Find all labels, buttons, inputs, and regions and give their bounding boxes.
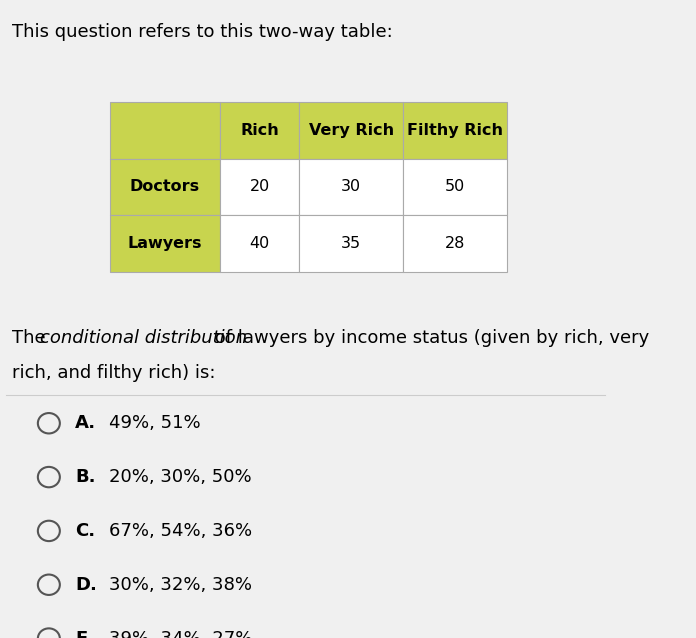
FancyBboxPatch shape (403, 102, 507, 159)
Text: 40: 40 (249, 236, 269, 251)
FancyBboxPatch shape (220, 215, 299, 272)
Text: 20: 20 (249, 179, 269, 195)
FancyBboxPatch shape (403, 215, 507, 272)
Text: 20%, 30%, 50%: 20%, 30%, 50% (109, 468, 251, 486)
Text: 30: 30 (341, 179, 361, 195)
Text: 30%, 32%, 38%: 30%, 32%, 38% (109, 575, 252, 594)
FancyBboxPatch shape (299, 102, 403, 159)
Text: 49%, 51%: 49%, 51% (109, 414, 200, 433)
Text: 35: 35 (341, 236, 361, 251)
Text: C.: C. (75, 522, 95, 540)
Text: 39%, 34%, 27%: 39%, 34%, 27% (109, 630, 252, 638)
FancyBboxPatch shape (220, 159, 299, 215)
FancyBboxPatch shape (110, 159, 220, 215)
Text: 50: 50 (445, 179, 465, 195)
Text: rich, and filthy rich) is:: rich, and filthy rich) is: (13, 364, 216, 382)
Text: Doctors: Doctors (130, 179, 200, 195)
FancyBboxPatch shape (299, 159, 403, 215)
Text: Very Rich: Very Rich (308, 123, 394, 138)
Text: A.: A. (75, 414, 96, 433)
FancyBboxPatch shape (403, 159, 507, 215)
Text: This question refers to this two-way table:: This question refers to this two-way tab… (13, 23, 393, 41)
Text: 67%, 54%, 36%: 67%, 54%, 36% (109, 522, 252, 540)
Text: E.: E. (75, 630, 94, 638)
FancyBboxPatch shape (110, 102, 220, 159)
Text: 28: 28 (445, 236, 465, 251)
Text: D.: D. (75, 575, 97, 594)
FancyBboxPatch shape (220, 102, 299, 159)
Text: B.: B. (75, 468, 95, 486)
FancyBboxPatch shape (299, 215, 403, 272)
Text: Filthy Rich: Filthy Rich (407, 123, 503, 138)
Text: conditional distribution: conditional distribution (40, 329, 247, 346)
Text: The: The (13, 329, 52, 346)
Text: Rich: Rich (240, 123, 279, 138)
Text: Lawyers: Lawyers (127, 236, 202, 251)
Text: of lawyers by income status (given by rich, very: of lawyers by income status (given by ri… (209, 329, 649, 346)
FancyBboxPatch shape (110, 215, 220, 272)
